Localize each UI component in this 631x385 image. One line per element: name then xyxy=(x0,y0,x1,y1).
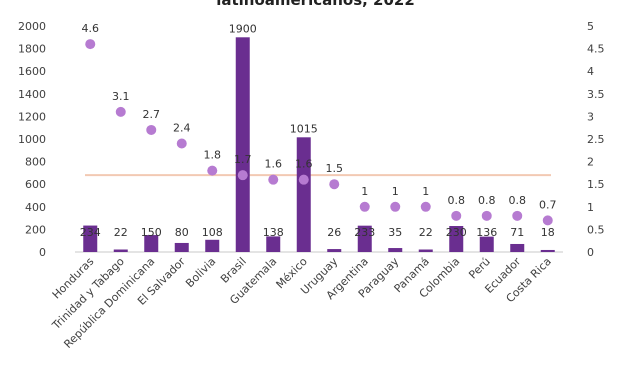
bars xyxy=(83,37,555,252)
bar-data-label: 138 xyxy=(263,226,284,239)
bar xyxy=(174,242,189,252)
y-right-tick-label: 1 xyxy=(587,201,594,214)
dot-data-label: 1.6 xyxy=(295,158,313,171)
bar xyxy=(296,137,311,252)
bar-data-label: 108 xyxy=(202,226,223,239)
bar xyxy=(388,248,403,252)
bar xyxy=(418,249,433,252)
y-right-tick-label: 0.5 xyxy=(587,223,605,236)
dot-data-label: 1.7 xyxy=(234,153,252,166)
y-left-tick-label: 1800 xyxy=(18,43,46,56)
bar-data-label: 26 xyxy=(327,226,341,239)
bar xyxy=(479,236,494,252)
bar-data-label: 234 xyxy=(80,226,101,239)
y-right-tick-label: 0 xyxy=(587,246,594,259)
dot xyxy=(481,210,492,221)
y-right-tick-label: 3.5 xyxy=(587,88,605,101)
bar-data-label: 18 xyxy=(541,226,555,239)
y-left-tick-label: 600 xyxy=(25,178,46,191)
y-left-tick-label: 400 xyxy=(25,201,46,214)
dot xyxy=(420,201,431,212)
y-left-tick-label: 1200 xyxy=(18,110,46,123)
dot xyxy=(390,201,401,212)
dot xyxy=(146,124,157,135)
chart-title: latinoamericanos, 2022 xyxy=(216,0,415,9)
dot xyxy=(542,215,553,226)
dot xyxy=(451,210,462,221)
bar xyxy=(144,235,159,252)
y-left-tick-label: 0 xyxy=(39,246,46,259)
dot-data-label: 1 xyxy=(422,185,429,198)
y-right-tick-label: 5 xyxy=(587,20,594,33)
bar xyxy=(357,225,372,252)
y-right-tick-label: 4 xyxy=(587,65,594,78)
dot-data-label: 4.6 xyxy=(82,22,100,35)
dot-data-label: 1 xyxy=(361,185,368,198)
dot-data-label: 0.7 xyxy=(539,198,557,211)
bar xyxy=(510,243,525,252)
bar-data-label: 35 xyxy=(388,226,402,239)
dot-data-label: 0.8 xyxy=(509,194,527,207)
axes: 0 200 400 600 800 1000 1200 1400 1600 1800 2000 0 0.… xyxy=(18,20,605,259)
bar xyxy=(235,37,250,252)
dot xyxy=(512,210,523,221)
bar-data-label: 1015 xyxy=(290,122,318,135)
dot xyxy=(268,174,279,185)
y-left-tick-label: 1600 xyxy=(18,65,46,78)
dots xyxy=(85,39,553,226)
y-right-tick-label: 4.5 xyxy=(587,43,605,56)
y-left-tick-label: 1400 xyxy=(18,88,46,101)
bar-data-label: 80 xyxy=(175,226,189,239)
bar xyxy=(83,225,98,252)
dot-data-label: 1.8 xyxy=(204,149,222,162)
bar-data-label: 71 xyxy=(510,226,524,239)
dot xyxy=(207,165,218,176)
y-left-tick-label: 200 xyxy=(25,223,46,236)
dot-data-label: 1.6 xyxy=(265,158,283,171)
bar-data-label: 136 xyxy=(476,226,497,239)
bar-data-label: 233 xyxy=(354,226,375,239)
bar-data-label: 22 xyxy=(114,226,128,239)
dot xyxy=(176,138,187,149)
x-tick-label: Bolivia xyxy=(183,255,218,290)
y-left-tick-label: 1000 xyxy=(18,133,46,146)
bar-data-label: 230 xyxy=(446,226,467,239)
dot-data-label: 2.4 xyxy=(173,122,191,135)
y-left-tick-label: 2000 xyxy=(18,20,46,33)
bar xyxy=(205,239,220,252)
y-left-tick-label: 800 xyxy=(25,156,46,169)
y-right-tick-label: 2 xyxy=(587,156,594,169)
dot xyxy=(237,170,248,181)
dot-data-label: 0.8 xyxy=(448,194,466,207)
bar xyxy=(113,249,128,252)
bar xyxy=(327,249,342,252)
dot-data-label: 2.7 xyxy=(143,108,161,121)
bar-data-label: 1900 xyxy=(229,22,257,35)
y-right-tick-label: 1.5 xyxy=(587,178,605,191)
dot xyxy=(359,201,370,212)
x-tick-label: Perú xyxy=(466,255,493,282)
dot xyxy=(329,179,340,190)
dot xyxy=(115,106,126,117)
dot-data-label: 1 xyxy=(392,185,399,198)
dot-data-label: 0.8 xyxy=(478,194,496,207)
bar-data-label: 22 xyxy=(419,226,433,239)
y-right-tick-label: 3 xyxy=(587,110,594,123)
y-right-tick-label: 2.5 xyxy=(587,133,605,146)
data-labels: 234 22 150 80 108 1900 138 1015 26 233 35 22 230 136 7… xyxy=(80,22,557,239)
bar xyxy=(266,236,281,252)
bar xyxy=(540,249,555,252)
dot-data-label: 3.1 xyxy=(112,90,130,103)
dot xyxy=(85,39,96,50)
bar xyxy=(449,226,464,252)
bar-data-label: 150 xyxy=(141,226,162,239)
dot xyxy=(298,174,309,185)
dot-data-label: 1.5 xyxy=(326,162,344,175)
